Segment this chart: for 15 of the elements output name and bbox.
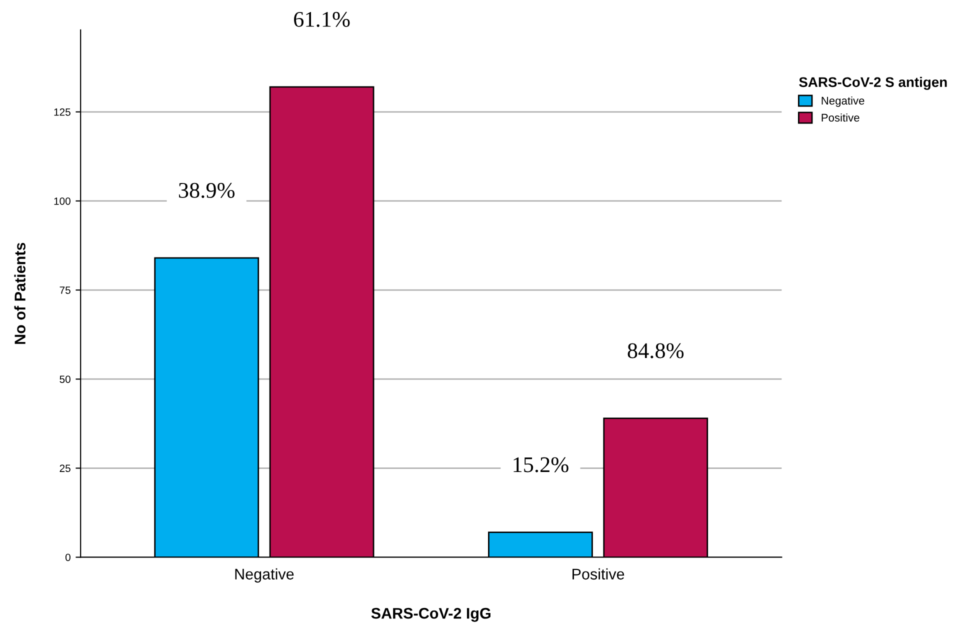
y-tick-label: 50: [60, 376, 70, 383]
y-tick-label: 125: [54, 108, 70, 116]
x-axis-title: SARS-CoV-2 IgG: [371, 608, 490, 622]
y-tick-label: 100: [54, 197, 70, 205]
annotation: 38.9%: [178, 182, 235, 198]
legend-label: Negative: [822, 96, 864, 107]
y-tick-label: 0: [65, 554, 70, 562]
y-tick-label: 75: [60, 286, 70, 294]
legend-label: Positive: [822, 113, 860, 122]
y-axis-title: No of Patients: [14, 242, 26, 344]
y-tick-label: 25: [60, 464, 70, 472]
text: 61.1%: [294, 12, 350, 27]
legend-title: SARS-CoV-2 S antigen: [799, 76, 947, 90]
annotation: 15.2%: [514, 457, 568, 472]
annotation: 84.8%: [628, 343, 684, 358]
